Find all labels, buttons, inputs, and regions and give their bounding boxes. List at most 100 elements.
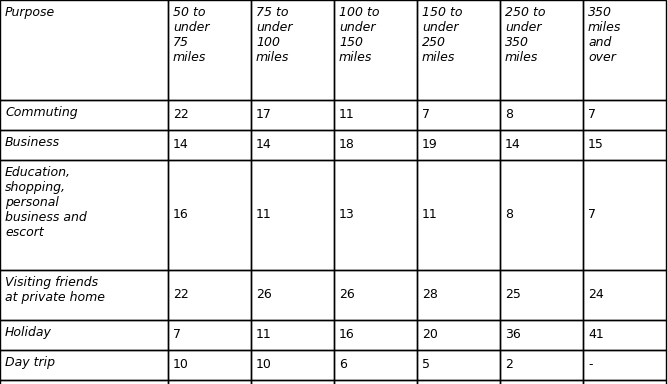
- Bar: [0, 100, 168, 130]
- Text: 150 to
under
250
miles: 150 to under 250 miles: [422, 6, 462, 64]
- Text: 10: 10: [173, 359, 189, 371]
- Text: 20: 20: [422, 328, 438, 341]
- Bar: [583, 100, 666, 130]
- Bar: [168, 380, 251, 384]
- Text: 6: 6: [339, 359, 347, 371]
- Bar: [251, 320, 334, 350]
- Text: 19: 19: [422, 139, 438, 152]
- Text: 50 to
under
75
miles: 50 to under 75 miles: [173, 6, 210, 64]
- Bar: [583, 270, 666, 320]
- Text: 11: 11: [256, 328, 272, 341]
- Bar: [583, 0, 666, 100]
- Bar: [417, 380, 500, 384]
- Bar: [500, 350, 583, 380]
- Text: 350
miles
and
over: 350 miles and over: [588, 6, 621, 64]
- Bar: [417, 320, 500, 350]
- Text: 22: 22: [173, 288, 189, 301]
- Text: 5: 5: [422, 359, 430, 371]
- Text: 41: 41: [588, 328, 604, 341]
- Text: Education,
shopping,
personal
business and
escort: Education, shopping, personal business a…: [5, 166, 87, 239]
- Text: 25: 25: [505, 288, 521, 301]
- Bar: [168, 270, 251, 320]
- Text: 14: 14: [505, 139, 521, 152]
- Bar: [168, 320, 251, 350]
- Bar: [334, 270, 417, 320]
- Bar: [417, 130, 500, 160]
- Text: 11: 11: [339, 109, 355, 121]
- Text: 8: 8: [505, 109, 513, 121]
- Bar: [583, 130, 666, 160]
- Bar: [500, 270, 583, 320]
- Bar: [168, 100, 251, 130]
- Text: Purpose: Purpose: [5, 6, 55, 19]
- Bar: [583, 320, 666, 350]
- Text: 7: 7: [588, 209, 596, 222]
- Bar: [168, 160, 251, 270]
- Bar: [251, 130, 334, 160]
- Text: 7: 7: [173, 328, 181, 341]
- Text: Business: Business: [5, 136, 60, 149]
- Bar: [0, 160, 168, 270]
- Text: 250 to
under
350
miles: 250 to under 350 miles: [505, 6, 546, 64]
- Bar: [334, 100, 417, 130]
- Bar: [168, 130, 251, 160]
- Bar: [500, 160, 583, 270]
- Bar: [500, 130, 583, 160]
- Bar: [168, 0, 251, 100]
- Text: 7: 7: [422, 109, 430, 121]
- Text: 11: 11: [422, 209, 438, 222]
- Text: 15: 15: [588, 139, 604, 152]
- Bar: [417, 350, 500, 380]
- Text: -: -: [588, 359, 593, 371]
- Bar: [583, 160, 666, 270]
- Bar: [334, 380, 417, 384]
- Bar: [0, 380, 168, 384]
- Bar: [0, 350, 168, 380]
- Bar: [0, 270, 168, 320]
- Text: 13: 13: [339, 209, 355, 222]
- Text: Commuting: Commuting: [5, 106, 77, 119]
- Text: Visiting friends
at private home: Visiting friends at private home: [5, 276, 105, 304]
- Text: Holiday: Holiday: [5, 326, 52, 339]
- Text: 10: 10: [256, 359, 272, 371]
- Text: 75 to
under
100
miles: 75 to under 100 miles: [256, 6, 293, 64]
- Bar: [500, 320, 583, 350]
- Bar: [251, 270, 334, 320]
- Bar: [251, 380, 334, 384]
- Text: Day trip: Day trip: [5, 356, 55, 369]
- Bar: [251, 160, 334, 270]
- Text: 14: 14: [256, 139, 272, 152]
- Bar: [251, 350, 334, 380]
- Text: 8: 8: [505, 209, 513, 222]
- Bar: [168, 350, 251, 380]
- Text: 26: 26: [256, 288, 272, 301]
- Bar: [500, 100, 583, 130]
- Bar: [0, 320, 168, 350]
- Bar: [500, 380, 583, 384]
- Text: 24: 24: [588, 288, 604, 301]
- Text: 11: 11: [256, 209, 272, 222]
- Bar: [583, 380, 666, 384]
- Bar: [334, 350, 417, 380]
- Text: 26: 26: [339, 288, 355, 301]
- Text: 28: 28: [422, 288, 438, 301]
- Text: 16: 16: [339, 328, 355, 341]
- Bar: [417, 100, 500, 130]
- Text: 16: 16: [173, 209, 189, 222]
- Bar: [583, 350, 666, 380]
- Bar: [417, 160, 500, 270]
- Bar: [251, 100, 334, 130]
- Bar: [334, 0, 417, 100]
- Bar: [0, 130, 168, 160]
- Bar: [417, 270, 500, 320]
- Bar: [0, 0, 168, 100]
- Bar: [334, 160, 417, 270]
- Text: 36: 36: [505, 328, 521, 341]
- Text: 100 to
under
150
miles: 100 to under 150 miles: [339, 6, 379, 64]
- Bar: [334, 130, 417, 160]
- Bar: [251, 0, 334, 100]
- Bar: [334, 320, 417, 350]
- Text: 7: 7: [588, 109, 596, 121]
- Text: 14: 14: [173, 139, 189, 152]
- Bar: [417, 0, 500, 100]
